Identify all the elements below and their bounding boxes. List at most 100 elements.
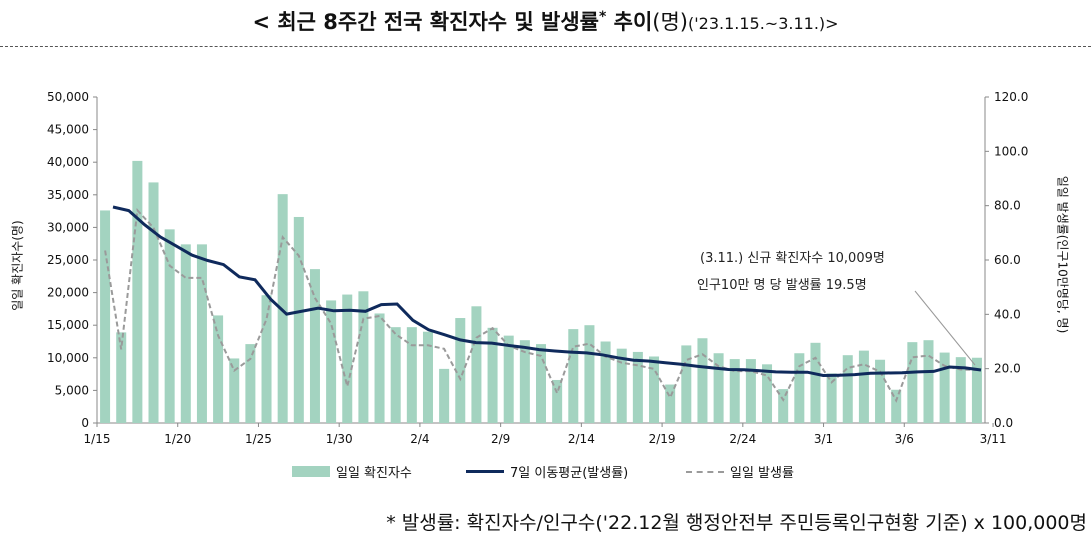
- title-range: ('23.1.15.~3.11.)>: [688, 14, 839, 33]
- bar-daily-cases: [326, 300, 337, 423]
- left-tick-label: 20,000: [47, 286, 89, 300]
- x-tick-label: 2/9: [491, 432, 510, 446]
- bar-daily-cases: [422, 331, 433, 423]
- bar-daily-cases: [665, 384, 676, 423]
- right-tick-label: 60.0: [994, 253, 1021, 267]
- footnote: * 발생률: 확진자수/인구수('22.12월 행정안전부 주민등록인구현황 기…: [386, 512, 1087, 534]
- bar-daily-cases: [261, 295, 272, 423]
- bar-daily-cases: [858, 350, 869, 423]
- x-tick-label: 2/4: [410, 432, 429, 446]
- bar-daily-cases: [681, 345, 692, 423]
- left-tick-label: 0: [81, 416, 89, 430]
- bar-daily-cases: [778, 389, 789, 423]
- x-tick-label: 1/15: [84, 432, 111, 446]
- right-tick-label: 20.0: [994, 362, 1021, 376]
- legend-bar-swatch: [292, 466, 330, 477]
- bar-daily-cases: [229, 358, 240, 423]
- bar-daily-cases: [729, 359, 740, 423]
- bar-daily-cases: [455, 318, 466, 423]
- bar-daily-cases: [535, 344, 547, 423]
- left-tick-label: 50,000: [47, 90, 89, 104]
- title-prefix: < 최근 8주간 전국 확진자수 및 발생률: [252, 10, 599, 34]
- bar-daily-cases: [358, 291, 369, 423]
- x-tick-label: 3/1: [814, 432, 833, 446]
- bar-daily-cases: [471, 306, 482, 423]
- annotation-leader: [914, 290, 976, 366]
- bar-daily-cases: [245, 344, 256, 423]
- bar-daily-cases: [519, 340, 530, 423]
- annotation-line1: (3.11.) 신규 확진자수 10,009명: [700, 251, 885, 266]
- x-tick-label: 1/20: [164, 432, 191, 446]
- right-tick-label: 40.0: [994, 307, 1021, 321]
- x-tick-label: 2/19: [649, 432, 676, 446]
- legend-dash-swatch: [686, 470, 724, 473]
- title-suffix: 추이: [606, 10, 653, 34]
- bar-daily-cases: [875, 359, 886, 423]
- bar-daily-cases: [810, 342, 821, 423]
- bar-daily-cases: [584, 325, 595, 423]
- series-avg-rate-line: [112, 205, 982, 378]
- left-tick-label: 10,000: [47, 351, 89, 365]
- right-tick-label: 100.0: [994, 144, 1028, 158]
- x-tick-label: 2/14: [568, 432, 595, 446]
- bar-daily-cases: [907, 342, 918, 423]
- title-unit: (명): [652, 10, 688, 34]
- x-tick-label: 1/30: [326, 432, 353, 446]
- bar-daily-cases: [374, 313, 385, 423]
- bar-daily-cases: [939, 352, 950, 423]
- bar-daily-cases: [616, 348, 627, 423]
- bar-daily-cases: [600, 341, 611, 423]
- left-tick-label: 5,000: [55, 383, 89, 397]
- right-tick-label: 120.0: [994, 90, 1028, 104]
- left-axis-title: 일일 확진자수(명): [10, 220, 25, 311]
- left-tick-label: 40,000: [47, 155, 89, 169]
- bar-daily-cases: [487, 327, 498, 423]
- bar-daily-cases: [568, 329, 579, 423]
- bar-daily-cases: [196, 244, 207, 423]
- bar-daily-cases: [826, 373, 837, 423]
- legend-item-bar: 일일 확진자수: [292, 462, 412, 481]
- bar-daily-cases: [923, 340, 934, 423]
- legend-item-dash: 일일 발생률: [686, 462, 794, 481]
- bar-daily-cases: [649, 356, 660, 423]
- bar-daily-cases: [213, 315, 224, 423]
- bar-daily-cases: [745, 359, 756, 423]
- legend-line-label: 7일 이동평균(발생률): [510, 466, 629, 481]
- legend-item-line: 7일 이동평균(발생률): [466, 462, 628, 481]
- left-tick-label: 25,000: [47, 253, 89, 267]
- left-tick-label: 35,000: [47, 188, 89, 202]
- bar-daily-cases: [762, 364, 773, 423]
- bar-daily-cases: [132, 160, 143, 423]
- bar-daily-cases: [891, 389, 902, 423]
- x-tick-label: 3/11: [980, 432, 1007, 446]
- right-axis-title: 일일 발생률(인구10만명당, 명): [1055, 175, 1070, 334]
- bar-daily-cases: [955, 357, 966, 423]
- bar-daily-cases: [632, 351, 643, 423]
- bar-daily-cases: [552, 379, 563, 423]
- right-tick-label: 0.0: [994, 416, 1013, 430]
- x-tick-label: 3/6: [895, 432, 914, 446]
- bar-daily-cases: [713, 353, 724, 423]
- bar-daily-cases: [971, 357, 982, 423]
- bar-daily-cases: [439, 368, 450, 423]
- right-tick-label: 80.0: [994, 199, 1021, 213]
- x-tick-label: 2/24: [729, 432, 756, 446]
- left-tick-label: 30,000: [47, 220, 89, 234]
- bar-daily-cases: [697, 338, 708, 423]
- x-tick-label: 1/25: [245, 432, 272, 446]
- title-sup: *: [599, 9, 607, 25]
- bar-daily-cases: [164, 229, 175, 423]
- legend-bar-label: 일일 확진자수: [336, 466, 412, 481]
- bar-daily-cases: [406, 327, 417, 423]
- legend-line-swatch: [466, 470, 504, 473]
- bar-daily-cases: [794, 353, 805, 423]
- bar-daily-cases: [842, 355, 853, 423]
- left-tick-label: 45,000: [47, 123, 89, 137]
- bar-daily-cases: [100, 210, 111, 423]
- legend-dash-label: 일일 발생률: [730, 466, 794, 481]
- bar-daily-cases: [309, 269, 320, 423]
- bar-daily-cases: [148, 182, 159, 423]
- bar-daily-cases: [180, 244, 191, 423]
- left-tick-label: 15,000: [47, 318, 89, 332]
- bar-daily-cases: [503, 335, 514, 423]
